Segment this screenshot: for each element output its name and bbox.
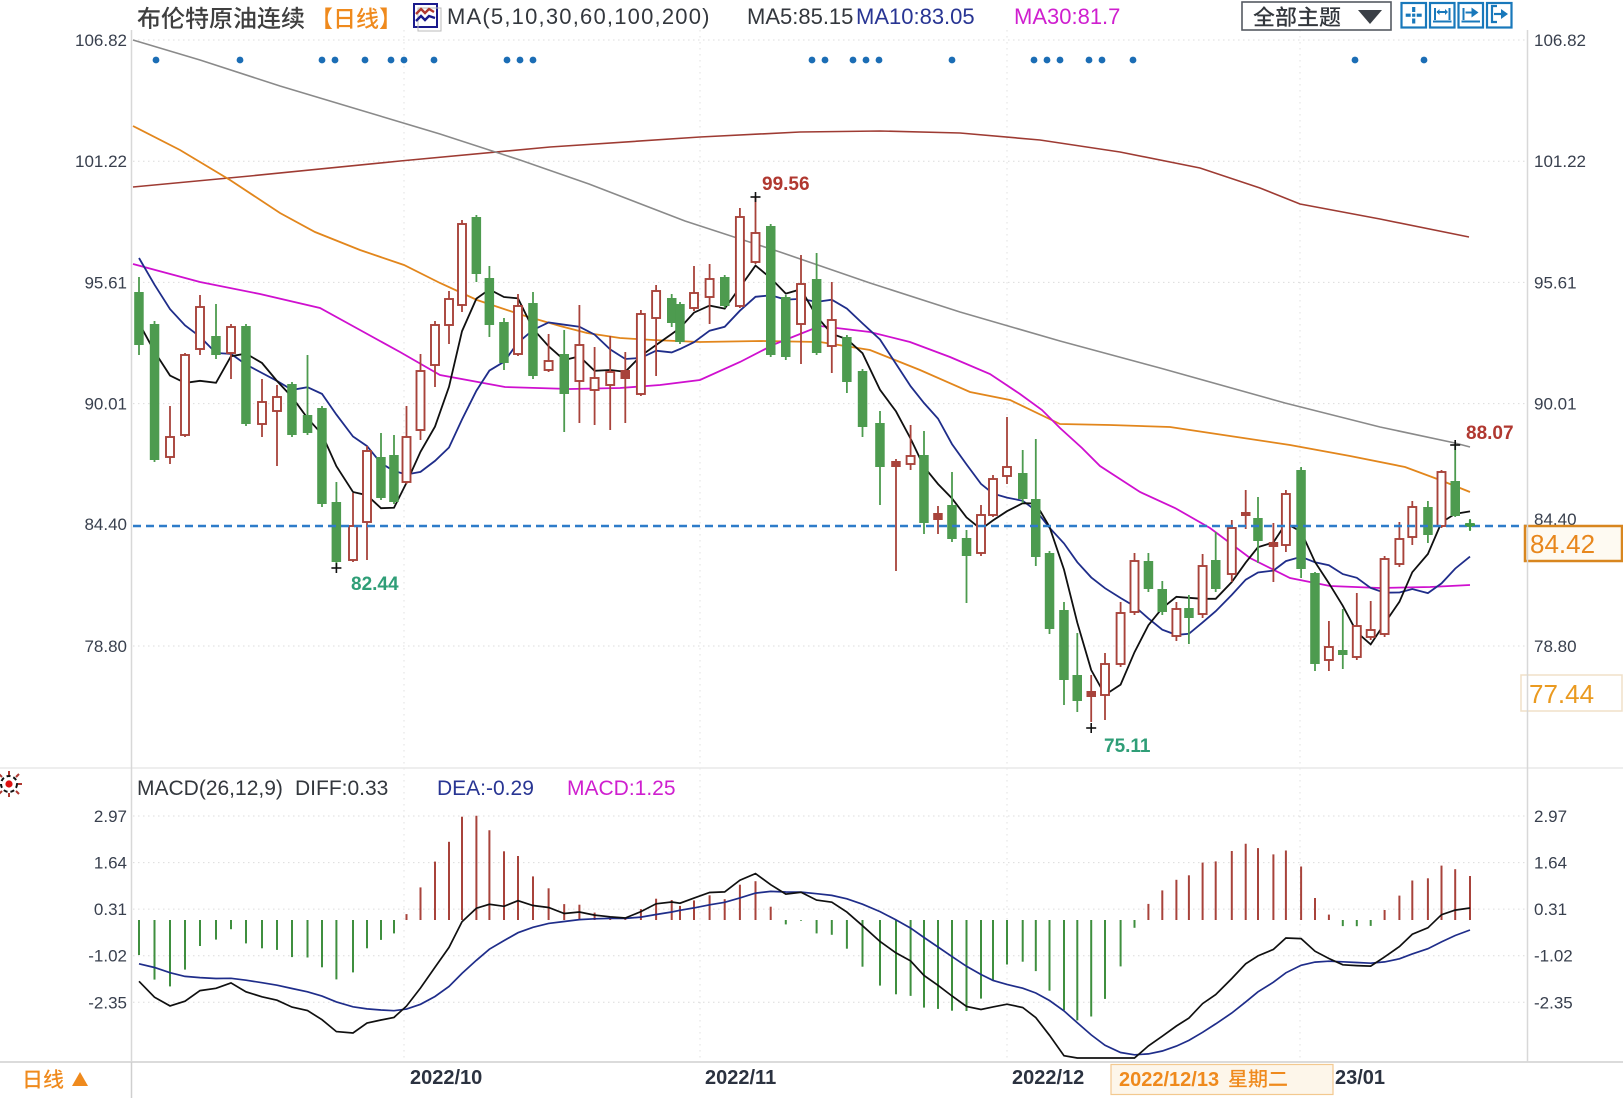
svg-text:90.01: 90.01 bbox=[84, 395, 127, 414]
svg-text:-1.02: -1.02 bbox=[1534, 947, 1573, 966]
svg-text:2022/11: 2022/11 bbox=[705, 1067, 776, 1089]
svg-text:-2.35: -2.35 bbox=[88, 993, 127, 1012]
svg-text:MA(5,10,30,60,100,200): MA(5,10,30,60,100,200) bbox=[447, 4, 711, 29]
svg-text:106.82: 106.82 bbox=[1534, 31, 1586, 50]
svg-text:2022/10: 2022/10 bbox=[410, 1067, 482, 1089]
svg-text:101.22: 101.22 bbox=[75, 152, 127, 171]
svg-text:23/01: 23/01 bbox=[1335, 1067, 1385, 1089]
svg-text:0.31: 0.31 bbox=[94, 900, 127, 919]
svg-text:0.31: 0.31 bbox=[1534, 900, 1567, 919]
svg-text:106.82: 106.82 bbox=[75, 31, 127, 50]
svg-text:99.56: 99.56 bbox=[762, 174, 810, 195]
svg-text:84.40: 84.40 bbox=[1534, 510, 1577, 529]
svg-text:95.61: 95.61 bbox=[84, 273, 127, 292]
svg-text:90.01: 90.01 bbox=[1534, 395, 1577, 414]
svg-text:MA5:85.15: MA5:85.15 bbox=[747, 4, 853, 29]
svg-text:MACD:1.25: MACD:1.25 bbox=[567, 777, 676, 800]
svg-text:1.64: 1.64 bbox=[1534, 854, 1567, 873]
svg-text:DEA:-0.29: DEA:-0.29 bbox=[437, 777, 534, 800]
svg-text:88.07: 88.07 bbox=[1466, 423, 1514, 444]
svg-text:82.44: 82.44 bbox=[351, 574, 399, 595]
svg-text:1.64: 1.64 bbox=[94, 854, 127, 873]
svg-text:MACD(26,12,9): MACD(26,12,9) bbox=[137, 777, 283, 800]
svg-text:77.44: 77.44 bbox=[1529, 679, 1594, 709]
svg-text:75.11: 75.11 bbox=[1104, 736, 1151, 757]
svg-text:2.97: 2.97 bbox=[1534, 807, 1567, 826]
svg-text:-2.35: -2.35 bbox=[1534, 993, 1573, 1012]
svg-text:MA30:81.7: MA30:81.7 bbox=[1014, 4, 1120, 29]
svg-text:78.80: 78.80 bbox=[1534, 637, 1577, 656]
svg-text:78.80: 78.80 bbox=[84, 637, 127, 656]
svg-text:84.42: 84.42 bbox=[1530, 529, 1595, 559]
svg-text:2022/12/13: 2022/12/13 bbox=[1119, 1069, 1219, 1091]
svg-text:84.40: 84.40 bbox=[84, 515, 127, 534]
svg-text:2022/12: 2022/12 bbox=[1012, 1067, 1084, 1089]
svg-text:-1.02: -1.02 bbox=[88, 947, 127, 966]
svg-text:101.22: 101.22 bbox=[1534, 152, 1586, 171]
svg-text:MA10:83.05: MA10:83.05 bbox=[856, 4, 975, 29]
svg-text:DIFF:0.33: DIFF:0.33 bbox=[295, 777, 388, 800]
svg-text:2.97: 2.97 bbox=[94, 807, 127, 826]
svg-text:95.61: 95.61 bbox=[1534, 273, 1577, 292]
